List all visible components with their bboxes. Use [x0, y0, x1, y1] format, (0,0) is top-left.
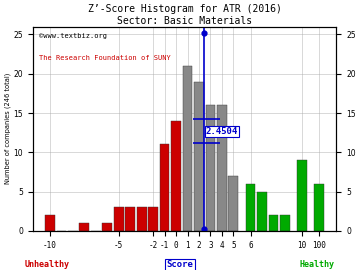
Bar [125, 207, 135, 231]
Bar [269, 215, 278, 231]
Text: Healthy: Healthy [299, 260, 334, 269]
Text: Unhealthy: Unhealthy [24, 260, 69, 269]
Bar [257, 192, 267, 231]
Bar [217, 105, 227, 231]
Bar [206, 105, 215, 231]
Text: 2.4504: 2.4504 [206, 127, 238, 136]
Y-axis label: Number of companies (246 total): Number of companies (246 total) [4, 73, 11, 184]
Bar [102, 223, 112, 231]
Bar [160, 144, 170, 231]
Bar [45, 215, 55, 231]
Bar [314, 184, 324, 231]
Bar [194, 82, 204, 231]
Bar [229, 176, 238, 231]
Text: Score: Score [167, 260, 193, 269]
Bar [297, 160, 307, 231]
Bar [171, 121, 181, 231]
Bar [246, 184, 255, 231]
Bar [114, 207, 123, 231]
Title: Z’-Score Histogram for ATR (2016)
Sector: Basic Materials: Z’-Score Histogram for ATR (2016) Sector… [88, 4, 282, 26]
Text: The Research Foundation of SUNY: The Research Foundation of SUNY [39, 55, 171, 61]
Bar [80, 223, 89, 231]
Bar [148, 207, 158, 231]
Bar [183, 66, 192, 231]
Bar [137, 207, 147, 231]
Bar [280, 215, 290, 231]
Text: ©www.textbiz.org: ©www.textbiz.org [39, 33, 107, 39]
